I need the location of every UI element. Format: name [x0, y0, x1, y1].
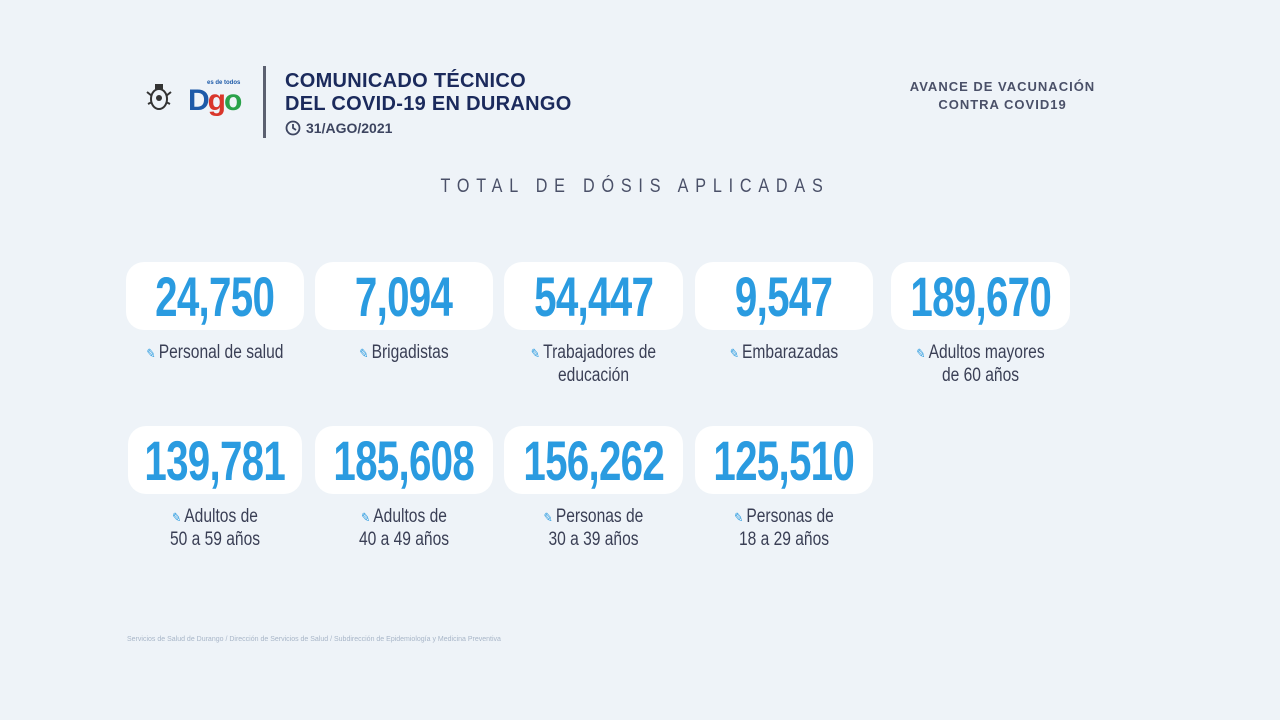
stat-label: ✎ Personas de 18 a 29 años: [734, 506, 834, 550]
syringe-icon: ✎: [172, 510, 182, 525]
stat-card: 24,750: [126, 262, 304, 330]
stat-card: 125,510: [695, 426, 873, 494]
syringe-icon: ✎: [146, 346, 156, 361]
syringe-icon: ✎: [530, 346, 540, 361]
header-divider: [263, 66, 266, 138]
stat-card: 54,447: [504, 262, 683, 330]
dgo-logo-letters: Dgo: [188, 84, 242, 117]
stat-value: 9,547: [735, 264, 833, 328]
syringe-icon: ✎: [361, 510, 371, 525]
stat-value: 7,094: [355, 264, 453, 328]
syringe-icon: ✎: [734, 510, 744, 525]
stat-value: 54,447: [533, 264, 654, 328]
syringe-icon: ✎: [543, 510, 553, 525]
syringe-icon: ✎: [916, 346, 926, 361]
dgo-logo: es de todos Dgo: [188, 80, 242, 117]
stat-label: ✎ Embarazadas: [729, 342, 839, 363]
stat-label: ✎ Adultos mayores de 60 años: [916, 342, 1045, 386]
stat-card: 139,781: [128, 426, 302, 494]
stat-card: 189,670: [891, 262, 1070, 330]
stat-label: ✎ Personas de 30 a 39 años: [543, 506, 644, 550]
stat-label: ✎ Adultos de 50 a 59 años: [169, 506, 261, 550]
report-date: 31/AGO/2021: [285, 120, 392, 136]
stat-value: 189,670: [910, 264, 1051, 328]
stat-label: ✎ Personal de salud: [146, 342, 284, 363]
stat-value: 139,781: [144, 428, 286, 492]
page-title: COMUNICADO TÉCNICO DEL COVID-19 EN DURAN…: [285, 70, 572, 115]
stat-value: 24,750: [155, 264, 275, 328]
stat-value: 125,510: [713, 428, 855, 492]
stat-card: 156,262: [504, 426, 683, 494]
vaccination-progress-title: AVANCE DE VACUNACIÓN CONTRA COVID19: [909, 79, 1096, 112]
stat-card: 9,547: [695, 262, 873, 330]
stat-label: ✎ Adultos de 40 a 49 años: [358, 506, 450, 550]
stat-card: 185,608: [315, 426, 493, 494]
coat-of-arms-icon: [146, 83, 172, 110]
stat-label: ✎ Trabajadores de educación: [530, 342, 657, 386]
clock-icon: [285, 120, 301, 136]
stat-value: 156,262: [523, 428, 664, 492]
logos: es de todos Dgo: [144, 80, 242, 117]
section-title: TOTAL DE DÓSIS APLICADAS: [440, 176, 830, 197]
footer-credits: Servicios de Salud de Durango / Direcció…: [127, 636, 501, 643]
stat-value: 185,608: [333, 428, 475, 492]
dgo-logo-tagline: es de todos: [206, 80, 241, 86]
syringe-icon: ✎: [359, 346, 369, 361]
stat-label: ✎ Brigadistas: [359, 342, 449, 363]
syringe-icon: ✎: [729, 346, 739, 361]
stat-card: 7,094: [315, 262, 493, 330]
